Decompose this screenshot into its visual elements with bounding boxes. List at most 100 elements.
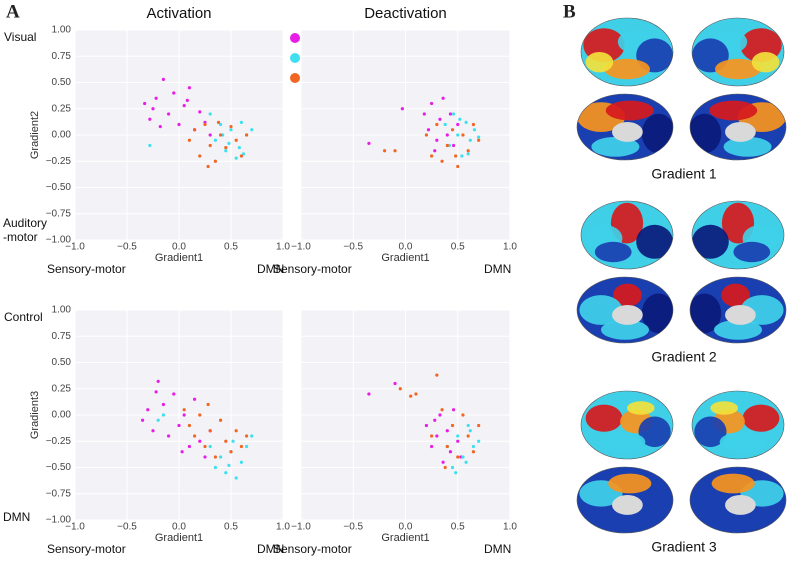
point: [450, 128, 455, 132]
point: [224, 471, 228, 475]
point: [398, 387, 402, 391]
x-tick-label: 0.5: [451, 242, 465, 253]
brain-region: [723, 136, 772, 157]
point: [227, 463, 231, 467]
point: [456, 122, 460, 127]
point: [245, 444, 249, 449]
brain-region: [585, 404, 623, 432]
brain-region: [719, 431, 766, 453]
x-tick-label: −1.0: [291, 522, 311, 533]
brain-maps: [576, 17, 787, 534]
point: [433, 149, 437, 153]
point: [213, 138, 217, 142]
point: [445, 444, 449, 449]
brain-region: [723, 509, 772, 530]
x-tick-label: 1.0: [276, 522, 290, 533]
point: [180, 450, 184, 454]
brain-outline: [689, 276, 787, 344]
point: [154, 390, 158, 394]
point: [400, 107, 404, 111]
point: [454, 471, 458, 475]
point: [227, 141, 231, 145]
y-axis-label: Gradient2: [29, 111, 41, 159]
brain-region: [694, 416, 727, 448]
brain-region: [591, 136, 640, 157]
brain-region: [613, 283, 642, 307]
y-tick-label: 0.00: [52, 130, 72, 141]
point: [167, 434, 171, 438]
point: [193, 128, 197, 132]
point: [182, 408, 186, 412]
point: [440, 159, 444, 163]
brain-outline: [580, 390, 674, 460]
point: [445, 133, 449, 137]
brain-region: [721, 283, 750, 307]
point: [241, 152, 246, 156]
point: [148, 117, 152, 121]
point: [203, 444, 207, 449]
x-axis-label: Gradient1: [155, 532, 203, 544]
point: [224, 439, 228, 443]
point: [213, 465, 217, 470]
point: [239, 460, 243, 464]
brain-region: [709, 100, 758, 121]
point: [156, 418, 160, 422]
point: [445, 429, 449, 433]
y-end-label: DMN: [3, 510, 30, 524]
point: [448, 112, 453, 116]
point: [435, 434, 439, 438]
point: [239, 444, 243, 449]
y-tick-label: −0.75: [46, 208, 72, 219]
y-tick-label: 0.00: [52, 410, 72, 421]
point: [438, 117, 442, 121]
point: [219, 455, 223, 459]
brain: [692, 391, 784, 459]
point: [237, 146, 241, 150]
point: [435, 122, 439, 127]
brain-region: [579, 295, 623, 325]
point: [198, 110, 202, 114]
point: [148, 143, 152, 148]
point: [229, 125, 233, 129]
brain-region: [585, 52, 614, 73]
point: [177, 423, 181, 428]
point: [245, 133, 249, 137]
point: [471, 122, 476, 127]
brain: [690, 277, 786, 343]
x-tick-label: −1.0: [291, 242, 311, 253]
point: [161, 402, 165, 407]
point: [193, 397, 197, 401]
brain-region: [608, 473, 652, 494]
point: [466, 434, 470, 438]
brain-outline: [580, 200, 674, 270]
point: [250, 434, 254, 438]
point: [367, 392, 371, 396]
point: [456, 455, 460, 459]
point: [156, 379, 160, 383]
x-tick-label: 0.0: [399, 522, 413, 533]
point: [454, 154, 458, 158]
point: [154, 96, 158, 100]
point: [430, 101, 434, 106]
point: [208, 143, 212, 148]
point: [451, 112, 456, 116]
x-tick-label: −1.0: [65, 242, 85, 253]
point: [466, 423, 470, 428]
brain-region: [690, 113, 722, 154]
point: [229, 128, 233, 132]
brain-midline: [612, 495, 643, 515]
x-tick-label: −0.5: [343, 522, 363, 533]
brain-region: [641, 293, 673, 334]
point: [206, 164, 210, 169]
x-tick-label: 0.0: [172, 242, 186, 253]
x-tick-label: −0.5: [343, 242, 363, 253]
brain-region: [714, 319, 762, 340]
y-tick-label: 1.00: [52, 305, 72, 316]
brain-outline: [576, 466, 674, 534]
point: [443, 122, 447, 127]
brain: [577, 467, 673, 533]
point: [187, 444, 191, 449]
point: [383, 149, 387, 153]
point: [187, 138, 191, 142]
y-tick-label: −1.00: [46, 235, 72, 246]
